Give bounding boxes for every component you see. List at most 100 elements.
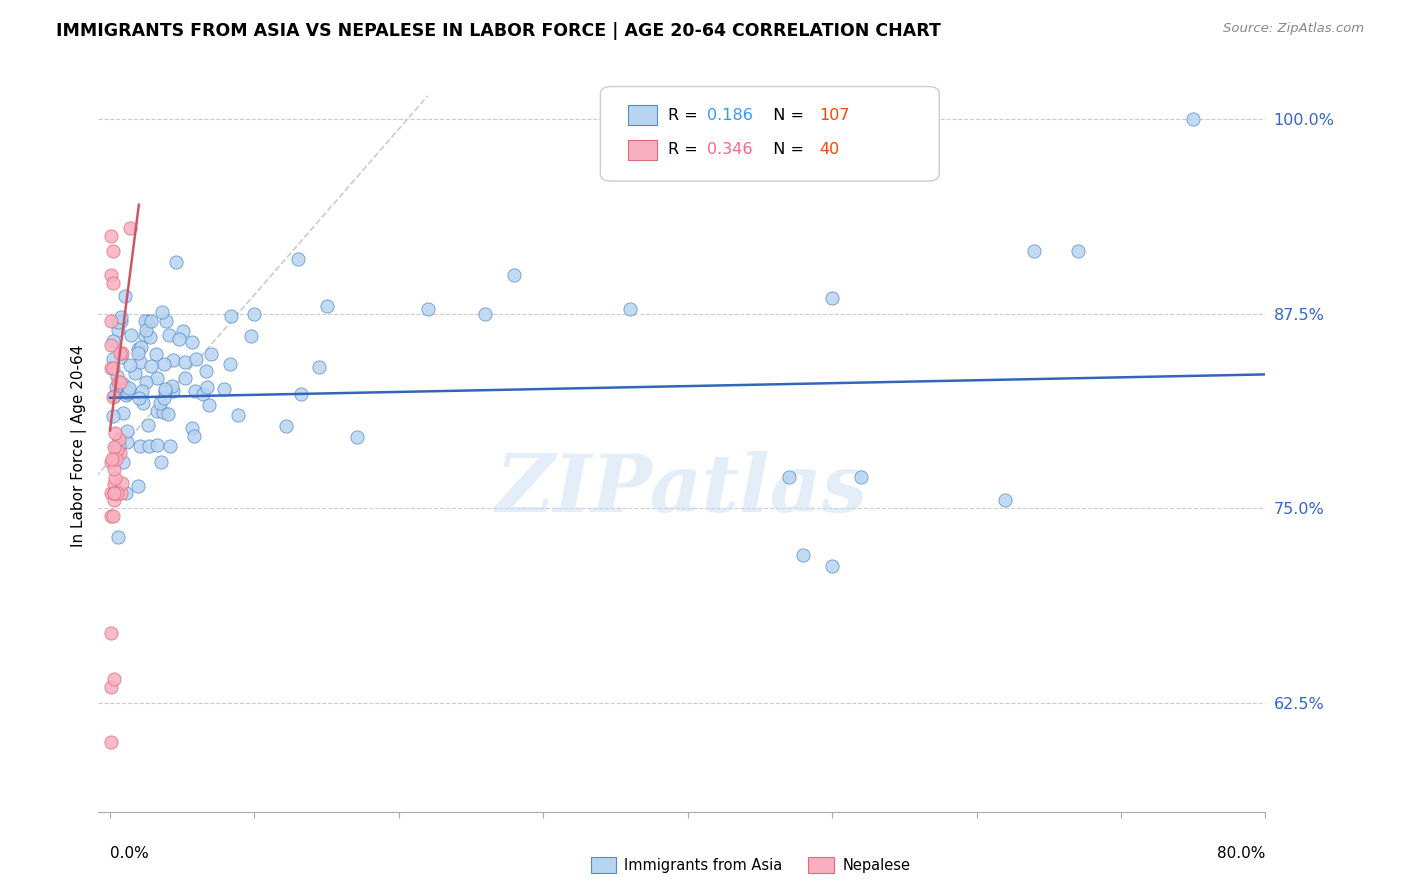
Point [619,301,641,316]
Point [160,379,183,393]
Point [315,299,337,313]
Point [212,382,235,396]
Text: IMMIGRANTS FROM ASIA VS NEPALESE IN LABOR FORCE | AGE 20-64 CORRELATION CHART: IMMIGRANTS FROM ASIA VS NEPALESE IN LABO… [56,22,941,40]
Point [103,441,125,455]
Point [139,329,162,343]
Text: N =: N = [763,143,810,157]
Point [103,485,125,500]
Point [778,470,800,484]
Point [120,221,142,235]
Point [101,361,124,376]
Point [110,314,132,328]
Point [138,439,160,453]
Point [183,428,205,442]
Point [117,385,139,400]
Point [110,376,132,390]
Point [243,307,266,321]
Text: 0.346: 0.346 [707,143,752,157]
Point [117,384,139,399]
Point [172,324,194,338]
Point [111,377,134,392]
Point [101,409,124,424]
Point [153,357,176,371]
Point [108,439,131,453]
Point [138,417,160,432]
Text: Immigrants from Asia: Immigrants from Asia [624,858,783,872]
Point [290,386,312,401]
Point [219,310,242,324]
Point [194,364,217,378]
Point [114,289,136,303]
Point [129,439,152,453]
Point [821,291,844,305]
Point [181,421,204,435]
Point [103,462,125,476]
Point [103,476,125,491]
Point [115,485,138,500]
Point [101,244,124,259]
Text: 80.0%: 80.0% [1218,846,1265,861]
Point [120,328,142,343]
Point [100,454,122,468]
Text: 0.186: 0.186 [707,108,754,122]
Point [112,376,135,391]
Point [110,345,132,359]
Point [100,625,122,640]
Point [156,407,179,421]
Point [134,314,156,328]
Point [103,673,125,687]
Point [821,558,844,573]
Point [1066,244,1088,259]
Text: 107: 107 [820,108,851,122]
Point [184,351,207,366]
Point [107,315,129,329]
Point [103,389,125,403]
Point [110,446,132,460]
Point [153,391,176,405]
Point [104,379,127,393]
Point [127,342,149,356]
Point [132,396,155,410]
Point [118,381,141,395]
Text: R =: R = [668,108,703,122]
Point [100,228,122,243]
Text: Source: ZipAtlas.com: Source: ZipAtlas.com [1223,22,1364,36]
Point [129,355,152,369]
Point [105,439,128,453]
Point [101,276,124,290]
Point [114,388,136,402]
Point [110,310,132,325]
Point [152,405,174,419]
Text: Nepalese: Nepalese [842,858,910,872]
Point [112,406,135,420]
Point [104,426,127,441]
Point [198,398,221,412]
Point [103,485,125,500]
Point [104,470,127,484]
Point [141,314,163,328]
Point [503,268,526,282]
Point [134,329,156,343]
Point [100,734,122,748]
Point [105,369,128,384]
Point [274,418,297,433]
Point [218,357,240,371]
Point [100,338,122,352]
Point [135,323,157,337]
Point [308,360,330,375]
Point [155,314,177,328]
Point [200,347,222,361]
Point [994,493,1017,508]
Point [162,353,184,368]
Point [146,370,169,384]
Point [100,314,122,328]
Point [173,355,195,369]
Point [120,358,142,372]
Point [105,443,128,458]
Point [152,305,174,319]
Point [159,439,181,453]
Point [150,455,173,469]
Point [100,485,122,500]
Point [184,384,207,398]
Point [155,382,177,396]
